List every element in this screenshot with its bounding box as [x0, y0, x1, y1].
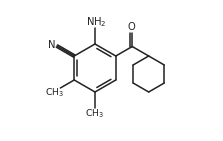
Text: NH$_2$: NH$_2$: [86, 15, 106, 29]
Text: CH$_3$: CH$_3$: [85, 108, 105, 120]
Text: N: N: [48, 40, 56, 50]
Text: CH$_3$: CH$_3$: [45, 87, 64, 99]
Text: O: O: [127, 21, 135, 31]
